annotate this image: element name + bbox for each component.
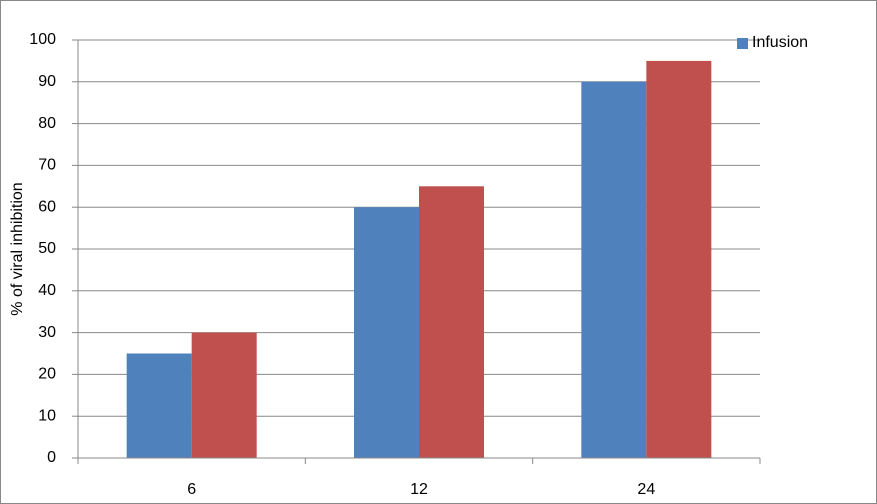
x-tick-label: 6 <box>187 481 196 498</box>
bar <box>191 332 257 458</box>
x-tick-label: 24 <box>637 481 655 498</box>
y-tick-label: 60 <box>38 198 56 215</box>
y-tick-label: 40 <box>38 282 56 299</box>
y-tick-label: 90 <box>38 73 56 90</box>
y-tick-label: 80 <box>38 115 56 132</box>
bar <box>354 207 419 458</box>
bar <box>646 60 712 459</box>
legend-label: Infusion <box>752 34 808 51</box>
bar <box>126 353 192 458</box>
y-tick-label: 100 <box>29 31 56 48</box>
y-tick-label: 10 <box>38 407 56 424</box>
y-tick-label: 30 <box>38 324 56 341</box>
y-tick-label: 70 <box>38 157 56 174</box>
y-axis-label: % of viral inhibition <box>9 182 26 315</box>
bar <box>581 81 647 459</box>
y-tick-label: 50 <box>38 240 56 257</box>
legend-swatch <box>737 38 748 49</box>
x-tick-label: 12 <box>410 481 428 498</box>
y-tick-label: 0 <box>47 449 56 466</box>
bar <box>419 186 484 459</box>
y-tick-label: 20 <box>38 366 56 383</box>
